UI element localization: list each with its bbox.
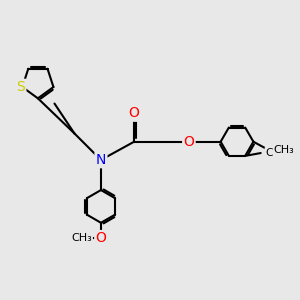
- Text: CH₃: CH₃: [71, 233, 92, 243]
- Text: S: S: [16, 80, 25, 94]
- Text: N: N: [96, 153, 106, 167]
- Text: CH₃: CH₃: [266, 148, 286, 158]
- Text: O: O: [184, 135, 194, 149]
- Text: O: O: [129, 106, 140, 121]
- Text: O: O: [95, 231, 106, 245]
- Text: CH₃: CH₃: [274, 145, 295, 155]
